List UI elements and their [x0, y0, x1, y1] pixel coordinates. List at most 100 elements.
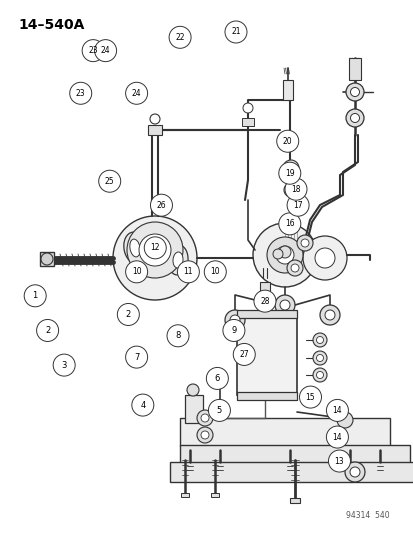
Circle shape	[296, 235, 312, 251]
Text: 16: 16	[284, 220, 294, 228]
Text: 22: 22	[175, 33, 184, 42]
Text: 17: 17	[292, 201, 302, 209]
Circle shape	[208, 399, 230, 422]
Circle shape	[278, 213, 300, 235]
Circle shape	[286, 164, 294, 172]
Circle shape	[253, 290, 275, 312]
Circle shape	[201, 431, 209, 439]
Circle shape	[279, 300, 289, 310]
Circle shape	[82, 39, 104, 62]
Circle shape	[187, 384, 199, 396]
Text: 18: 18	[291, 185, 300, 193]
Text: 6: 6	[214, 374, 219, 383]
Ellipse shape	[173, 252, 183, 268]
Circle shape	[139, 234, 171, 266]
Circle shape	[233, 343, 255, 366]
Circle shape	[224, 21, 247, 43]
Circle shape	[349, 467, 359, 477]
Text: 24: 24	[131, 89, 141, 98]
Bar	[147, 125, 161, 135]
Circle shape	[69, 82, 92, 104]
Ellipse shape	[130, 239, 140, 257]
Text: 3: 3	[62, 361, 66, 369]
Circle shape	[325, 399, 348, 422]
Circle shape	[283, 183, 297, 197]
Bar	[180, 445, 409, 463]
Text: 2: 2	[126, 310, 131, 319]
Bar	[242, 118, 254, 126]
Text: 7: 7	[134, 353, 139, 361]
Ellipse shape	[123, 232, 146, 264]
Circle shape	[290, 264, 298, 272]
Circle shape	[224, 310, 244, 330]
Circle shape	[266, 237, 302, 273]
Circle shape	[204, 261, 226, 283]
Bar	[236, 310, 296, 318]
Circle shape	[125, 82, 147, 104]
Circle shape	[24, 285, 46, 307]
Circle shape	[275, 246, 293, 264]
Bar	[289, 498, 299, 503]
Circle shape	[278, 162, 300, 184]
Bar	[236, 315, 296, 395]
Circle shape	[314, 248, 334, 268]
Circle shape	[98, 170, 121, 192]
Circle shape	[325, 426, 348, 448]
Circle shape	[150, 114, 159, 124]
Text: 11: 11	[183, 268, 192, 276]
Circle shape	[312, 351, 326, 365]
Text: 14: 14	[332, 433, 342, 441]
Text: 14: 14	[332, 406, 342, 415]
Bar	[185, 395, 202, 423]
Text: 28: 28	[260, 297, 269, 305]
Ellipse shape	[168, 245, 188, 275]
Circle shape	[36, 319, 59, 342]
Circle shape	[299, 386, 321, 408]
Circle shape	[125, 346, 147, 368]
Circle shape	[41, 253, 53, 265]
Circle shape	[197, 410, 212, 426]
Text: 19: 19	[284, 169, 294, 177]
Circle shape	[131, 394, 154, 416]
Circle shape	[345, 83, 363, 101]
Text: 8: 8	[175, 332, 180, 340]
Circle shape	[125, 261, 147, 283]
Text: 4: 4	[140, 401, 145, 409]
Circle shape	[113, 216, 197, 300]
Circle shape	[169, 26, 191, 49]
Circle shape	[300, 239, 308, 247]
Circle shape	[222, 319, 244, 342]
Circle shape	[201, 414, 209, 422]
Circle shape	[312, 333, 326, 347]
Circle shape	[350, 114, 358, 123]
Text: 10: 10	[210, 268, 220, 276]
Circle shape	[282, 160, 298, 176]
Text: 20: 20	[282, 137, 292, 146]
Text: 25: 25	[104, 177, 114, 185]
Circle shape	[206, 367, 228, 390]
Text: 26: 26	[156, 201, 166, 209]
Bar	[259, 282, 269, 297]
Text: 12: 12	[150, 244, 159, 252]
Circle shape	[276, 130, 298, 152]
Text: 24: 24	[100, 46, 110, 55]
Circle shape	[287, 187, 294, 193]
Text: 1: 1	[33, 292, 38, 300]
Circle shape	[150, 194, 172, 216]
Circle shape	[252, 223, 316, 287]
Bar	[348, 58, 360, 80]
Bar	[180, 418, 389, 446]
Circle shape	[319, 305, 339, 325]
Text: 10: 10	[131, 268, 141, 276]
Circle shape	[345, 109, 363, 127]
Bar	[282, 80, 292, 100]
Circle shape	[117, 303, 139, 326]
Circle shape	[278, 246, 290, 258]
Circle shape	[127, 222, 183, 278]
Text: 5: 5	[216, 406, 221, 415]
Bar	[236, 392, 296, 400]
Circle shape	[328, 450, 350, 472]
Circle shape	[286, 194, 309, 216]
Text: 23: 23	[88, 46, 98, 55]
Circle shape	[144, 237, 166, 259]
